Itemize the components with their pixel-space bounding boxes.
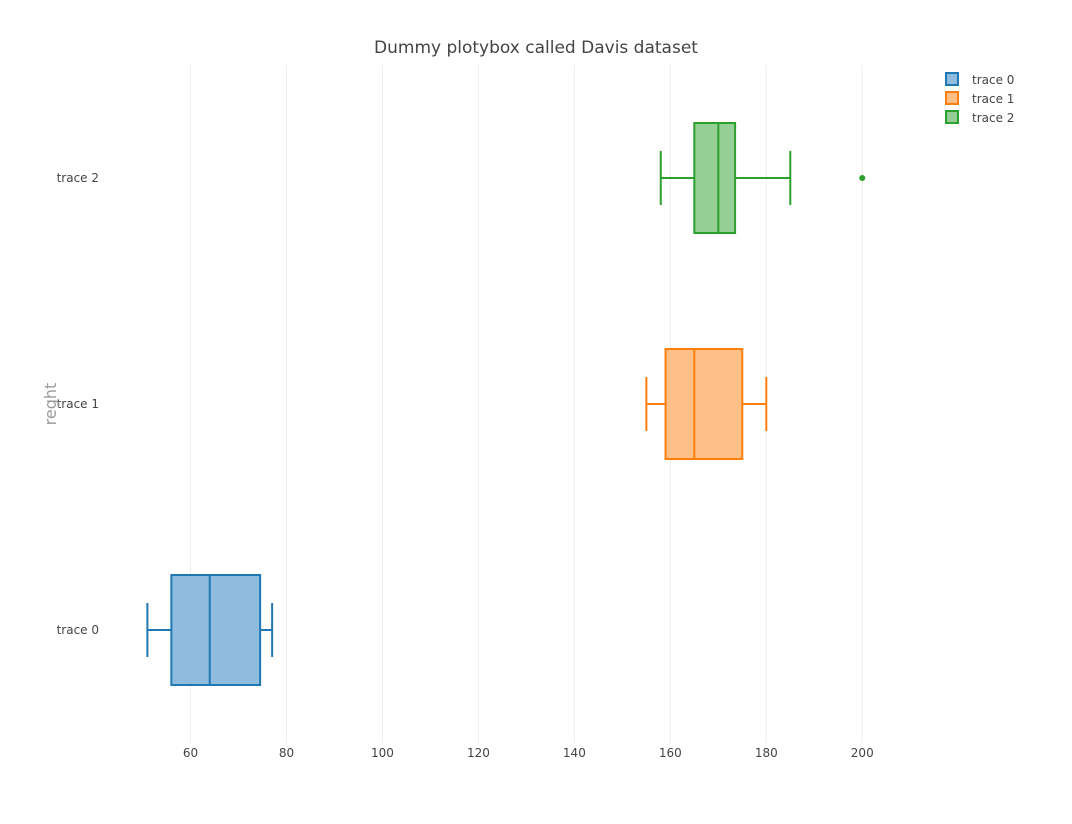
box-iqr	[693, 122, 737, 234]
legend: trace 0 trace 1 trace 2	[945, 72, 1014, 125]
outlier-point	[859, 175, 866, 181]
legend-item: trace 2	[945, 110, 1014, 125]
legend-swatch	[945, 91, 959, 105]
legend-label: trace 0	[972, 73, 1014, 87]
box-trace	[645, 348, 768, 460]
y-axis-title: reght	[41, 383, 60, 426]
box-trace	[659, 122, 866, 234]
y-tick-label: trace 1	[57, 397, 99, 411]
y-tick-label: trace 2	[57, 171, 99, 185]
x-tick-label: 180	[755, 746, 778, 760]
legend-item: trace 0	[945, 72, 1014, 87]
box-layer	[146, 122, 866, 686]
x-axis: 60 80 100 120 140 160 180 200	[183, 746, 874, 760]
legend-label: trace 2	[972, 111, 1014, 125]
x-tick-label: 80	[279, 746, 294, 760]
box-trace	[146, 574, 274, 686]
x-tick-label: 120	[467, 746, 490, 760]
chart-title: Dummy plotybox called Davis dataset	[374, 38, 698, 58]
legend-item: trace 1	[945, 91, 1014, 106]
legend-label: trace 1	[972, 92, 1014, 106]
x-tick-label: 160	[659, 746, 682, 760]
y-tick-label: trace 0	[57, 623, 99, 637]
x-tick-label: 100	[371, 746, 394, 760]
x-tick-label: 200	[851, 746, 874, 760]
x-tick-label: 140	[563, 746, 586, 760]
box-iqr	[170, 574, 262, 686]
legend-swatch	[945, 72, 959, 86]
x-tick-label: 60	[183, 746, 198, 760]
box-iqr	[664, 348, 744, 460]
y-axis: trace 2 trace 1 trace 0	[57, 171, 99, 637]
legend-swatch	[945, 110, 959, 124]
